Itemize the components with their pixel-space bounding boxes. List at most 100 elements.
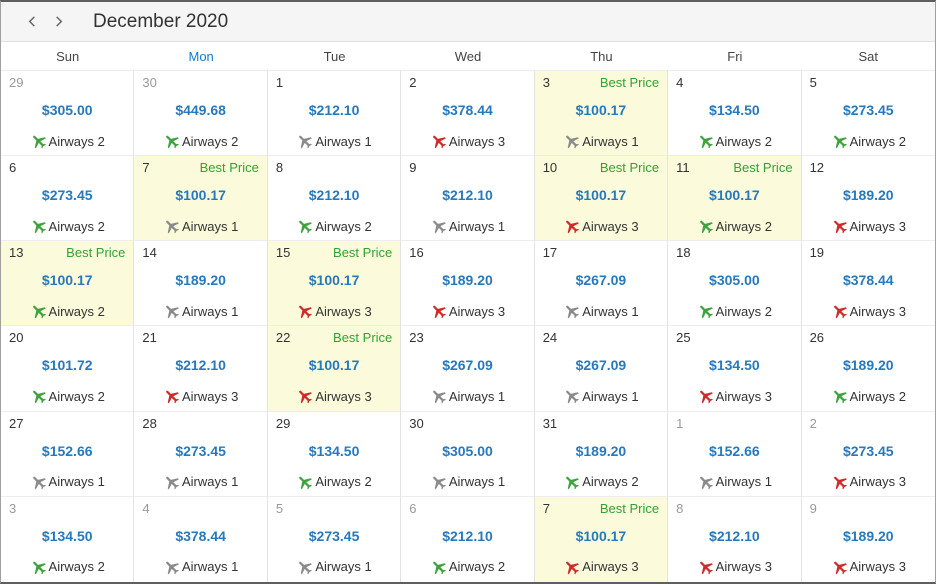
fare-price: $100.17 <box>308 272 360 289</box>
cell-header: 3 <box>9 501 125 521</box>
airline-info: Airways 3 <box>676 387 792 405</box>
day-number: 9 <box>809 500 817 516</box>
weekday-header-sat: Sat <box>858 48 879 64</box>
calendar-day-cell[interactable]: 3 $134.50 Airways 2 <box>1 496 135 582</box>
calendar-day-cell[interactable]: 30 $449.68 Airways 2 <box>134 71 268 157</box>
calendar-day-cell[interactable]: 10 Best Price $100.17 Airways 3 <box>534 156 669 242</box>
calendar-day-cell[interactable]: 4 $134.50 Airways 2 <box>668 71 802 157</box>
best-price-label: Best Price <box>599 160 660 176</box>
fare-price: $212.10 <box>709 527 760 544</box>
airline-name: Airways 1 <box>181 303 239 319</box>
airplane-icon <box>699 476 713 490</box>
next-month-button[interactable] <box>45 9 71 35</box>
airline-name: Airways 2 <box>181 133 239 149</box>
calendar-day-cell[interactable]: 1 $212.10 Airways 1 <box>267 71 402 157</box>
airplane-icon <box>432 135 446 149</box>
day-number: 2 <box>409 75 417 90</box>
airline-name: Airways 3 <box>849 474 906 490</box>
calendar-day-cell[interactable]: 4 $378.44 Airways 1 <box>134 496 268 582</box>
day-number: 19 <box>809 245 825 261</box>
airline-info: Airways 3 <box>276 302 392 320</box>
chevron-left-icon <box>28 16 35 27</box>
airplane-icon <box>166 135 179 149</box>
airline-name: Airways 2 <box>715 303 773 319</box>
calendar-day-cell[interactable]: 29 $305.00 Airways 2 <box>1 71 135 157</box>
calendar-day-cell[interactable]: 9 $189.20 Airways 3 <box>801 496 935 582</box>
airline-info: Airways 2 <box>676 132 792 150</box>
cell-header: 30 <box>142 75 258 95</box>
airplane-icon <box>566 305 580 319</box>
prev-month-button[interactable] <box>19 9 45 35</box>
calendar-day-cell[interactable]: 6 $212.10 Airways 2 <box>401 496 535 582</box>
calendar-day-cell[interactable]: 14 $189.20 Airways 1 <box>134 241 268 327</box>
fare-price: $100.17 <box>575 527 627 544</box>
airline-info: Airways 1 <box>543 302 659 320</box>
calendar-day-cell[interactable]: 5 $273.45 Airways 1 <box>267 496 402 582</box>
calendar-day-cell[interactable]: 25 $134.50 Airways 3 <box>668 326 802 412</box>
calendar-day-cell[interactable]: 30 $305.00 Airways 1 <box>401 411 535 497</box>
calendar-day-cell[interactable]: 12 $189.20 Airways 3 <box>801 156 935 242</box>
calendar-day-cell[interactable]: 1 $152.66 Airways 1 <box>668 411 802 497</box>
airplane-icon <box>432 220 446 234</box>
airplane-icon <box>699 305 713 319</box>
calendar-day-cell[interactable]: 3 Best Price $100.17 Airways 1 <box>534 71 669 157</box>
airline-name: Airways 2 <box>715 133 773 149</box>
day-number: 6 <box>409 500 417 516</box>
fare-price: $273.45 <box>308 527 360 544</box>
calendar-day-cell[interactable]: 8 $212.10 Airways 3 <box>668 496 802 582</box>
cell-header: 7 Best Price <box>142 160 258 180</box>
airline-name: Airways 1 <box>181 474 239 490</box>
airline-info: Airways 2 <box>9 217 125 235</box>
calendar-day-cell[interactable]: 24 $267.09 Airways 1 <box>534 326 669 412</box>
airplane-icon <box>833 305 847 319</box>
cell-header: 4 <box>676 75 792 95</box>
calendar-day-cell[interactable]: 16 $189.20 Airways 3 <box>401 241 535 327</box>
calendar-day-cell[interactable]: 20 $101.72 Airways 2 <box>1 326 135 412</box>
calendar-day-cell[interactable]: 28 $273.45 Airways 1 <box>134 411 268 497</box>
calendar-day-cell[interactable]: 9 $212.10 Airways 1 <box>401 156 535 242</box>
cell-header: 31 <box>543 416 659 436</box>
best-price-label: Best Price <box>733 160 793 176</box>
airplane-icon <box>166 476 179 490</box>
cell-header: 25 <box>676 330 792 350</box>
day-number: 11 <box>676 160 690 176</box>
calendar-day-cell[interactable]: 8 $212.10 Airways 2 <box>267 156 402 242</box>
airplane-icon <box>166 220 179 234</box>
calendar-day-cell[interactable]: 5 $273.45 Airways 2 <box>801 71 935 157</box>
calendar-day-cell[interactable]: 13 Best Price $100.17 Airways 2 <box>1 241 135 327</box>
cell-header: 9 <box>810 501 927 521</box>
day-number: 3 <box>9 500 17 516</box>
calendar-day-cell[interactable]: 6 $273.45 Airways 2 <box>1 156 135 242</box>
airline-name: Airways 3 <box>448 303 506 319</box>
airline-info: Airways 2 <box>409 558 525 576</box>
cell-header: 6 <box>409 501 525 521</box>
calendar-day-cell[interactable]: 7 Best Price $100.17 Airways 1 <box>134 156 268 242</box>
airline-name: Airways 1 <box>448 388 506 404</box>
airline-info: Airways 2 <box>9 387 125 405</box>
calendar-day-cell[interactable]: 15 Best Price $100.17 Airways 3 <box>267 241 402 327</box>
airplane-icon <box>699 135 713 149</box>
day-number: 21 <box>142 330 157 346</box>
cell-header: 1 <box>676 416 792 436</box>
calendar-day-cell[interactable]: 27 $152.66 Airways 1 <box>1 411 135 497</box>
calendar-day-cell[interactable]: 17 $267.09 Airways 1 <box>534 241 669 327</box>
cell-header: 6 <box>9 160 125 180</box>
calendar-day-cell[interactable]: 2 $378.44 Airways 3 <box>401 71 535 157</box>
calendar-day-cell[interactable]: 23 $267.09 Airways 1 <box>401 326 535 412</box>
calendar-day-cell[interactable]: 11 Best Price $100.17 Airways 2 <box>668 156 802 242</box>
calendar-day-cell[interactable]: 22 Best Price $100.17 Airways 3 <box>267 326 402 412</box>
day-number: 22 <box>275 330 291 346</box>
calendar-day-cell[interactable]: 26 $189.20 Airways 2 <box>801 326 935 412</box>
airline-name: Airways 3 <box>849 218 906 234</box>
calendar-day-cell[interactable]: 19 $378.44 Airways 3 <box>801 241 935 327</box>
calendar-day-cell[interactable]: 31 $189.20 Airways 2 <box>534 411 669 497</box>
calendar-day-cell[interactable]: 18 $305.00 Airways 2 <box>668 241 802 327</box>
cell-header: 10 Best Price <box>543 160 659 180</box>
calendar-day-cell[interactable]: 29 $134.50 Airways 2 <box>267 411 402 497</box>
day-number: 31 <box>542 415 558 431</box>
fare-price: $100.17 <box>308 357 360 374</box>
calendar-day-cell[interactable]: 7 Best Price $100.17 Airways 3 <box>534 496 669 582</box>
calendar-day-cell[interactable]: 2 $273.45 Airways 3 <box>801 411 935 497</box>
airline-info: Airways 1 <box>9 473 125 491</box>
calendar-day-cell[interactable]: 21 $212.10 Airways 3 <box>134 326 268 412</box>
